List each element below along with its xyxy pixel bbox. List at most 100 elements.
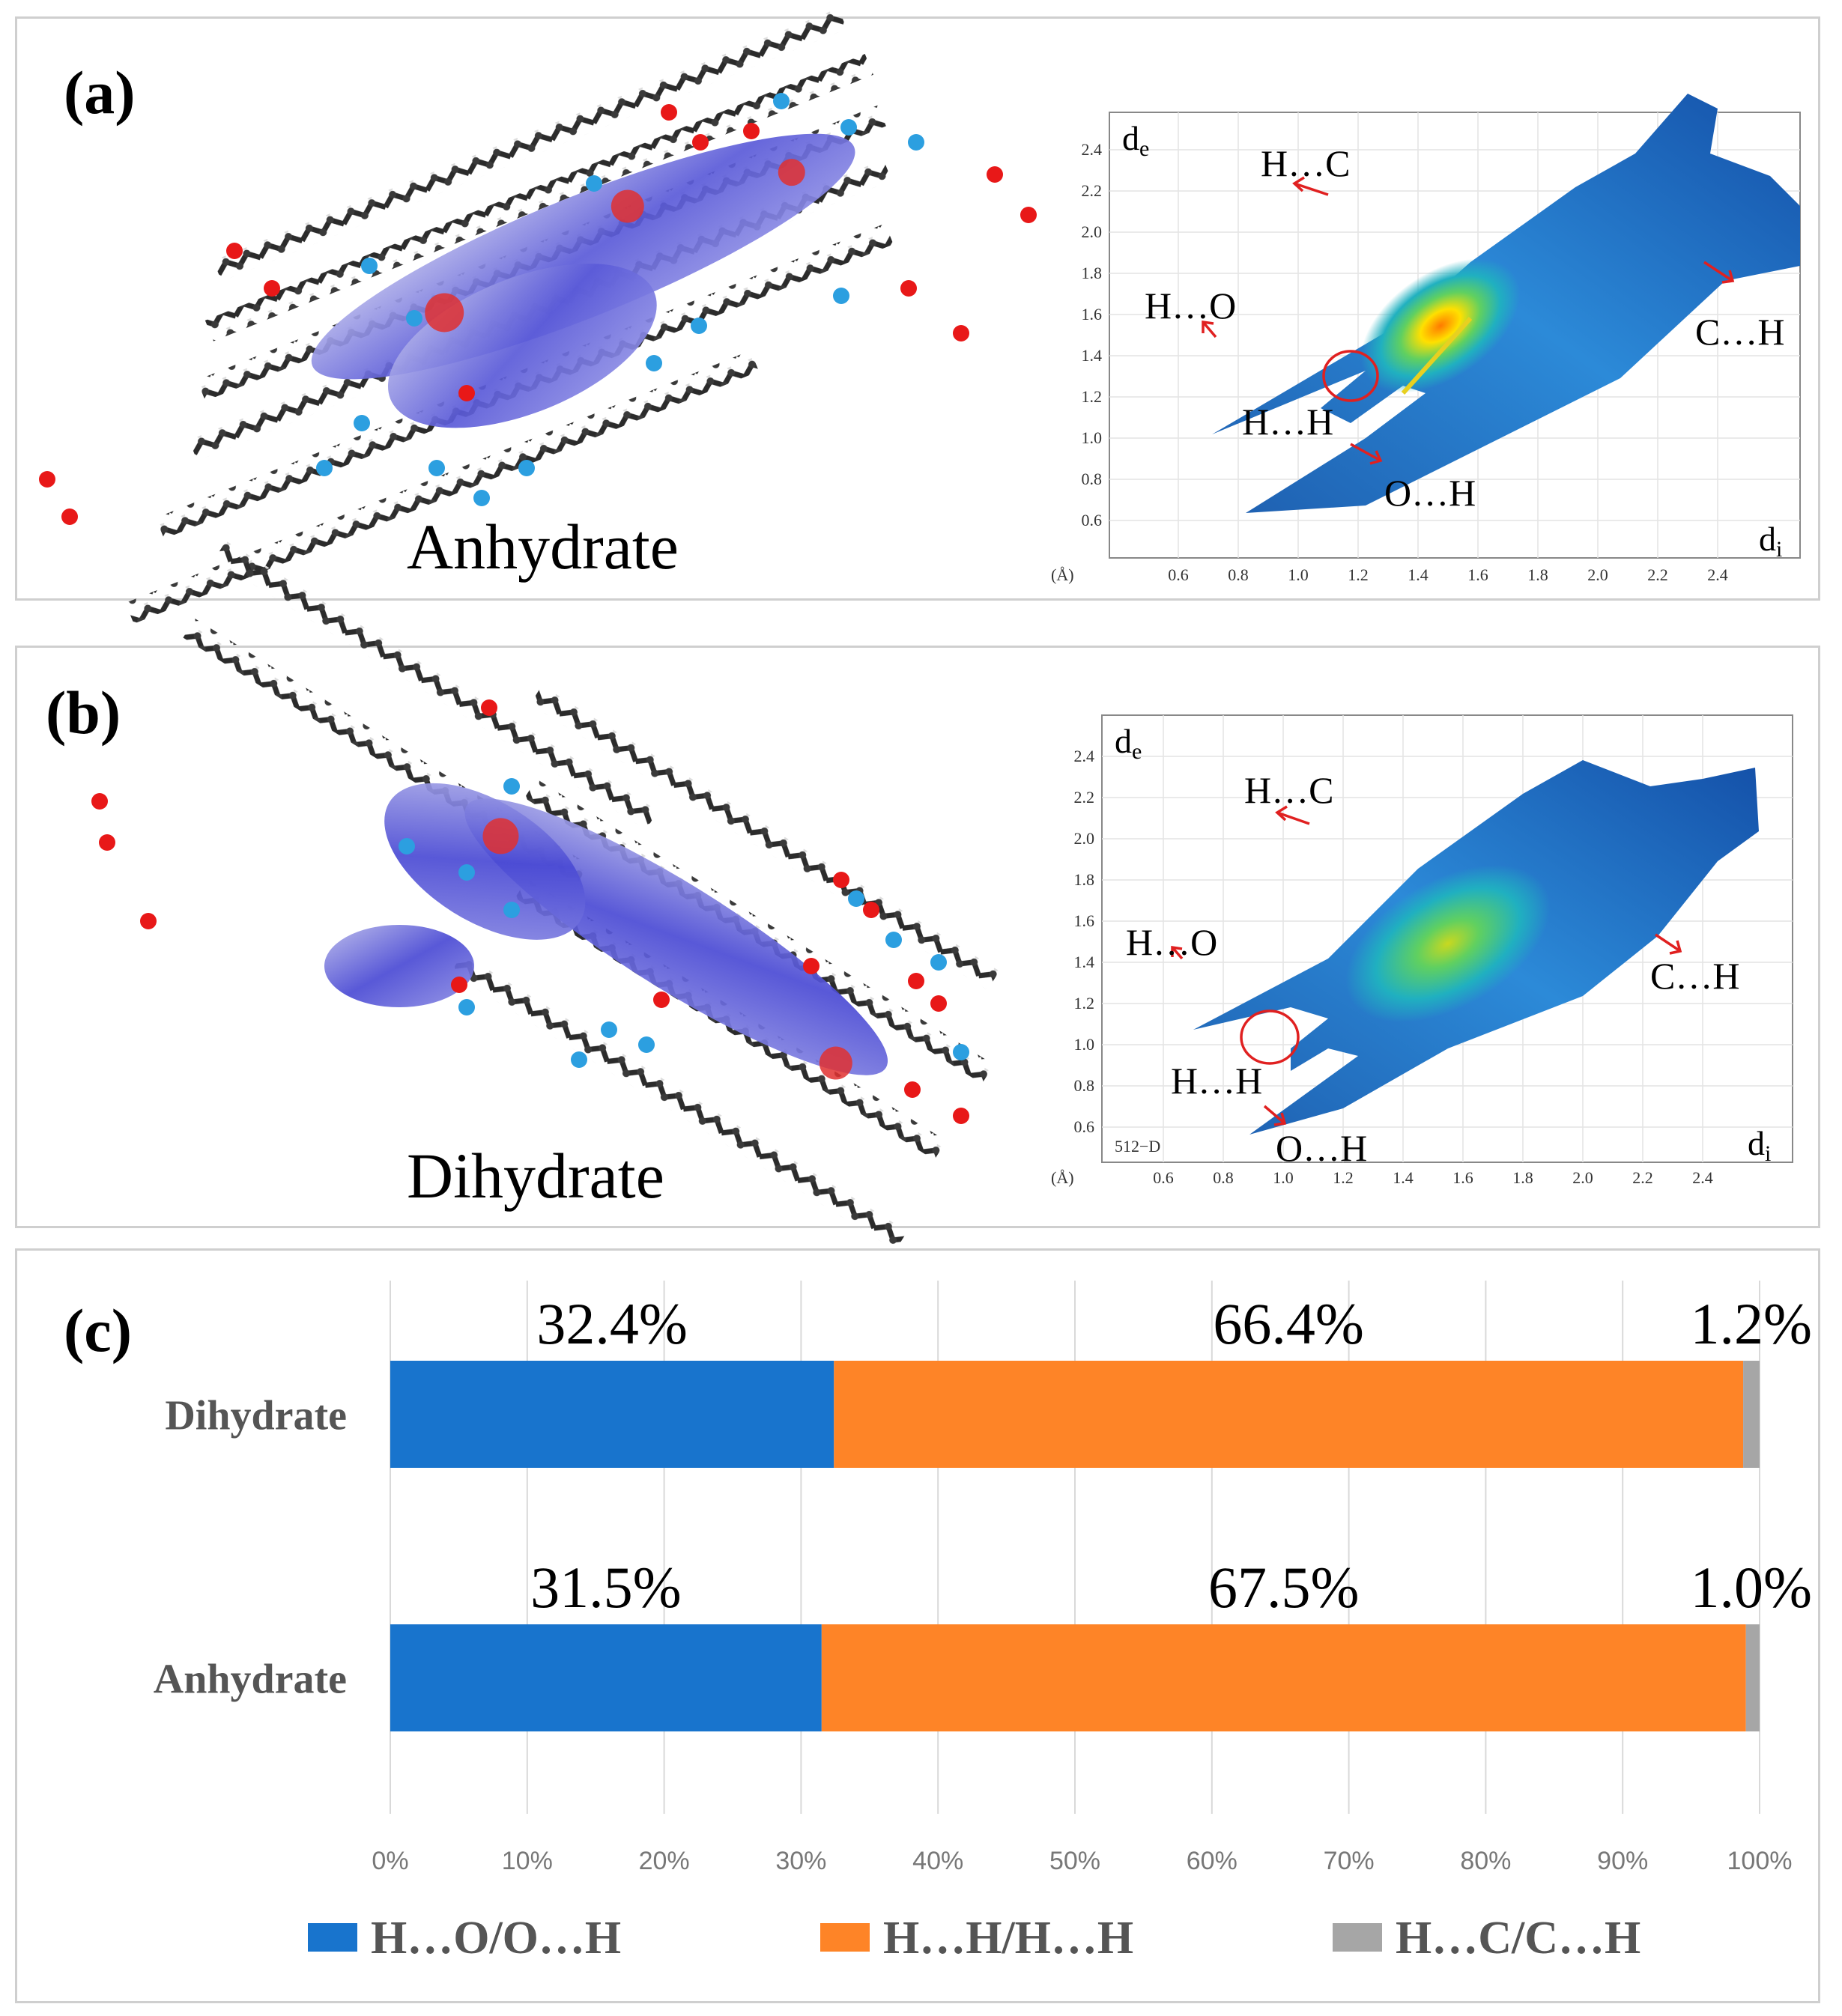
fingerprint-b-cloud bbox=[1193, 760, 1759, 1135]
fingerprint-a-x-tick: 2.2 bbox=[1647, 565, 1668, 584]
fingerprint-b-y-tick: 2.0 bbox=[1074, 829, 1095, 848]
panel-a-letter: (a) bbox=[64, 58, 136, 127]
bar-value-label: 1.0% bbox=[1691, 1555, 1812, 1620]
legend-label: H…H/H…H bbox=[883, 1913, 1133, 1964]
bar-segment bbox=[834, 1361, 1744, 1468]
fingerprint-a-label-hh: H…H bbox=[1242, 401, 1333, 443]
x-tick-label: 80% bbox=[1460, 1847, 1511, 1875]
fingerprint-b-y-tick: 0.8 bbox=[1074, 1076, 1095, 1095]
legend-swatch bbox=[1333, 1923, 1382, 1952]
dihydrate-label: Dihydrate bbox=[407, 1140, 664, 1212]
fingerprint-a-cloud bbox=[1212, 94, 1800, 513]
dihydrate-molecule-image bbox=[91, 541, 1000, 1251]
legend-swatch bbox=[820, 1923, 870, 1952]
fingerprint-b-corner-label: 512−D bbox=[1115, 1137, 1160, 1156]
fingerprint-b-x-tick: 1.4 bbox=[1393, 1168, 1414, 1187]
fingerprint-b-x-tick: 0.8 bbox=[1213, 1168, 1234, 1187]
fingerprint-plot-a: H…C H…O C…H H…H O…H de di (Å) 0.6 0.8 1.0 1… bbox=[1051, 94, 1801, 584]
panel-b: (b) bbox=[15, 541, 1820, 1251]
panel-c: (c) 32.4% 66.4% 1.2% 31.5% 67.5% 1.0% Dihydra… bbox=[15, 1248, 1820, 2003]
x-tick-label: 0% bbox=[372, 1847, 408, 1875]
fingerprint-b-x-tick: 0.6 bbox=[1153, 1168, 1174, 1187]
fingerprint-a-x-tick: 1.8 bbox=[1527, 565, 1548, 584]
fingerprint-a-x-tick: 1.0 bbox=[1288, 565, 1309, 584]
fingerprint-a-y-tick: 1.6 bbox=[1082, 305, 1103, 324]
fingerprint-a-x-tick: 0.6 bbox=[1168, 565, 1189, 584]
bar-segment bbox=[821, 1624, 1746, 1731]
fingerprint-b-x-tick: 2.4 bbox=[1692, 1168, 1713, 1187]
panel-b-letter: (b) bbox=[46, 678, 121, 747]
fingerprint-a-x-tick: 1.2 bbox=[1348, 565, 1369, 584]
fingerprint-b-label-ch: C…H bbox=[1650, 955, 1739, 997]
fingerprint-a-y-tick: 1.4 bbox=[1082, 346, 1103, 365]
fingerprint-b-y-tick: 0.6 bbox=[1074, 1117, 1095, 1136]
fingerprint-b-y-tick: 2.4 bbox=[1074, 747, 1095, 765]
fingerprint-a-x-tick: 0.8 bbox=[1228, 565, 1249, 584]
fingerprint-b-x-tick: 2.2 bbox=[1632, 1168, 1653, 1187]
legend-swatch bbox=[308, 1923, 357, 1952]
category-label: Anhydrate bbox=[154, 1657, 347, 1703]
fingerprint-a-unit: (Å) bbox=[1051, 565, 1074, 584]
fingerprint-b-y-tick: 2.2 bbox=[1074, 788, 1095, 807]
bar-value-label: 66.4% bbox=[1213, 1291, 1363, 1356]
fingerprint-b-label-oh: O…H bbox=[1276, 1127, 1367, 1169]
fingerprint-a-y-tick: 0.8 bbox=[1082, 470, 1103, 488]
bar-value-label: 67.5% bbox=[1208, 1555, 1359, 1620]
fingerprint-a-y-tick: 2.2 bbox=[1082, 181, 1103, 200]
fingerprint-b-y-tick: 1.0 bbox=[1074, 1035, 1095, 1054]
x-tick-label: 100% bbox=[1727, 1847, 1793, 1875]
bar-value-label: 1.2% bbox=[1691, 1291, 1812, 1356]
bar-segment bbox=[1745, 1624, 1760, 1731]
x-tick-label: 60% bbox=[1187, 1847, 1237, 1875]
fingerprint-b-x-tick: 1.6 bbox=[1452, 1168, 1473, 1187]
fingerprint-a-y-tick: 2.4 bbox=[1082, 140, 1103, 159]
fingerprint-a-x-tick: 2.0 bbox=[1587, 565, 1608, 584]
fingerprint-b-y-tick: 1.2 bbox=[1074, 994, 1095, 1012]
fingerprint-b-x-tick: 1.2 bbox=[1333, 1168, 1354, 1187]
fingerprint-a-x-tick: 2.4 bbox=[1707, 565, 1728, 584]
x-tick-label: 20% bbox=[639, 1847, 690, 1875]
fingerprint-a-label-ch: C…H bbox=[1695, 311, 1784, 353]
fingerprint-b-y-tick: 1.4 bbox=[1074, 953, 1095, 971]
fingerprint-a-y-tick: 1.2 bbox=[1082, 387, 1103, 406]
stacked-bar-chart: 32.4% 66.4% 1.2% 31.5% 67.5% 1.0% Dihydrate An… bbox=[154, 1281, 1812, 1964]
fingerprint-b-arrows bbox=[1171, 805, 1682, 1126]
fingerprint-b-y-tick: 1.8 bbox=[1074, 870, 1095, 889]
legend-label: H…C/C…H bbox=[1396, 1913, 1640, 1964]
bar-value-label: 32.4% bbox=[536, 1291, 687, 1356]
category-label: Dihydrate bbox=[165, 1393, 347, 1439]
fingerprint-a-label-hc: H…C bbox=[1261, 142, 1350, 184]
fingerprint-b-x-axis-label: di bbox=[1748, 1124, 1771, 1166]
fingerprint-a-x-axis-label: di bbox=[1759, 520, 1782, 562]
x-tick-label: 70% bbox=[1324, 1847, 1375, 1875]
legend-label: H…O/O…H bbox=[371, 1913, 621, 1964]
panel-c-letter: (c) bbox=[64, 1296, 133, 1364]
bar-segment bbox=[1743, 1361, 1760, 1468]
fingerprint-a-y-tick: 1.0 bbox=[1082, 428, 1103, 447]
fingerprint-b-y-tick: 1.6 bbox=[1074, 911, 1095, 930]
anhydrate-molecule-image bbox=[39, 7, 1037, 624]
x-tick-label: 30% bbox=[775, 1847, 826, 1875]
fingerprint-b-x-tick: 2.0 bbox=[1572, 1168, 1593, 1187]
x-tick-label: 40% bbox=[912, 1847, 963, 1875]
fingerprint-a-arrows bbox=[1202, 176, 1735, 465]
x-tick-label: 50% bbox=[1049, 1847, 1100, 1875]
fingerprint-plot-b: H…C H…O C…H H…H O…H de di 512−D (Å) 0.6 0… bbox=[1051, 714, 1793, 1187]
bar-segment bbox=[390, 1624, 822, 1731]
fingerprint-a-x-tick: 1.4 bbox=[1408, 565, 1429, 584]
fingerprint-b-label-ho: H…O bbox=[1126, 921, 1217, 963]
fingerprint-a-label-oh: O…H bbox=[1384, 472, 1476, 514]
x-tick-label: 90% bbox=[1597, 1847, 1648, 1875]
anhydrate-label: Anhydrate bbox=[407, 511, 679, 583]
fingerprint-b-x-tick: 1.8 bbox=[1512, 1168, 1533, 1187]
fingerprint-b-y-axis-label: de bbox=[1115, 722, 1142, 764]
fingerprint-b-unit: (Å) bbox=[1051, 1168, 1074, 1187]
fingerprint-b-label-hc: H…C bbox=[1244, 769, 1333, 811]
fingerprint-a-y-tick: 2.0 bbox=[1082, 222, 1103, 241]
fingerprint-a-x-tick: 1.6 bbox=[1467, 565, 1488, 584]
x-tick-label: 10% bbox=[502, 1847, 553, 1875]
fingerprint-b-label-hh: H…H bbox=[1171, 1060, 1262, 1102]
bar-value-label: 31.5% bbox=[530, 1555, 681, 1620]
fingerprint-a-y-axis-label: de bbox=[1122, 119, 1149, 161]
fingerprint-a-y-tick: 1.8 bbox=[1082, 264, 1103, 282]
